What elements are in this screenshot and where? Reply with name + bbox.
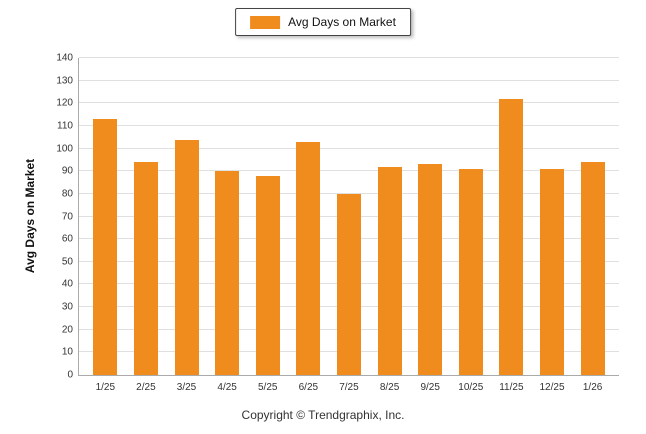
gridline bbox=[79, 57, 619, 58]
bar-6/25 bbox=[296, 141, 321, 375]
bar-7/25 bbox=[336, 193, 361, 375]
bar-column: 1/26 bbox=[572, 58, 613, 393]
x-tick-label: 5/25 bbox=[258, 382, 278, 393]
y-tick-label: 130 bbox=[56, 75, 73, 87]
x-tick-label: 8/25 bbox=[379, 382, 400, 393]
gridline bbox=[79, 79, 619, 81]
bar-column: 8/25 bbox=[369, 58, 410, 393]
bar-1/26 bbox=[580, 162, 605, 375]
x-tick-label: 12/25 bbox=[539, 382, 565, 393]
bar-column: 4/25 bbox=[207, 58, 248, 393]
bar-column: 2/25 bbox=[126, 58, 167, 393]
bar-11/25 bbox=[499, 98, 524, 375]
bar-column: 3/25 bbox=[166, 58, 207, 393]
x-tick-label: 9/25 bbox=[420, 382, 440, 393]
bar-4/25 bbox=[215, 171, 240, 375]
x-tick-label: 2/25 bbox=[136, 382, 156, 393]
bar-2/25 bbox=[133, 162, 158, 375]
bars-container: 1/25 2/25 3/25 4/25 5/25 6/25 7/25 8/25 9/25 10/2… bbox=[79, 58, 619, 393]
legend-label: Avg Days on Market bbox=[288, 15, 396, 29]
bar-column: 10/25 bbox=[450, 58, 491, 393]
bar-column: 7/25 bbox=[329, 58, 370, 393]
bar-column: 1/25 bbox=[85, 58, 126, 393]
y-tick-label: 10 bbox=[61, 346, 73, 358]
legend-box: Avg Days on Market bbox=[235, 8, 411, 36]
gridline bbox=[79, 170, 619, 172]
y-tick-label: 20 bbox=[61, 324, 73, 336]
bar-9/25 bbox=[418, 164, 443, 375]
y-tick-label: 90 bbox=[61, 165, 73, 177]
y-tick-label: 70 bbox=[61, 211, 73, 222]
y-tick-label: 110 bbox=[57, 120, 73, 132]
y-tick-label: 60 bbox=[61, 233, 73, 245]
bar-1/25 bbox=[93, 119, 118, 375]
gridline bbox=[79, 102, 619, 104]
copyright-text: Copyright © Trendgraphix, Inc. bbox=[241, 408, 405, 422]
y-tick-label: 120 bbox=[56, 97, 73, 109]
legend-swatch bbox=[250, 15, 281, 29]
x-tick-label: 6/25 bbox=[298, 382, 319, 393]
y-tick-label: 30 bbox=[61, 301, 73, 313]
bar-column: 11/25 bbox=[491, 58, 532, 393]
y-tick-label: 80 bbox=[61, 188, 73, 200]
y-tick-label: 40 bbox=[61, 278, 73, 290]
y-tick-label: 50 bbox=[61, 256, 73, 268]
gridline bbox=[79, 192, 619, 194]
bar-column: 12/25 bbox=[532, 58, 573, 393]
y-tick-label: 0 bbox=[67, 369, 73, 381]
x-tick-label: 7/25 bbox=[339, 382, 359, 393]
x-tick-label: 1/25 bbox=[95, 382, 116, 393]
plot-area: 0 10 20 30 40 50 60 70 80 90 100 110 120 130 140 1/25 2/… bbox=[56, 53, 619, 393]
bar-3/25 bbox=[174, 139, 199, 375]
x-tick-label: 4/25 bbox=[217, 382, 237, 393]
x-tick-label: 11/25 bbox=[499, 382, 524, 393]
bar-12/25 bbox=[540, 168, 564, 375]
x-tick-label: 3/25 bbox=[176, 382, 197, 393]
y-tick-label: 100 bbox=[56, 143, 73, 155]
gridline bbox=[79, 147, 619, 149]
bar-column: 9/25 bbox=[410, 58, 451, 393]
bar-10/25 bbox=[458, 168, 483, 375]
bar-column: 5/25 bbox=[247, 58, 288, 393]
gridline bbox=[79, 124, 619, 126]
y-tick-label: 140 bbox=[56, 52, 73, 64]
bar-5/25 bbox=[255, 175, 280, 375]
x-tick-label: 10/25 bbox=[458, 382, 484, 393]
y-axis-title: Avg Days on Market bbox=[23, 158, 37, 274]
x-tick-label: 1/26 bbox=[582, 382, 603, 393]
bar-column: 6/25 bbox=[288, 58, 329, 393]
bar-8/25 bbox=[377, 166, 402, 375]
